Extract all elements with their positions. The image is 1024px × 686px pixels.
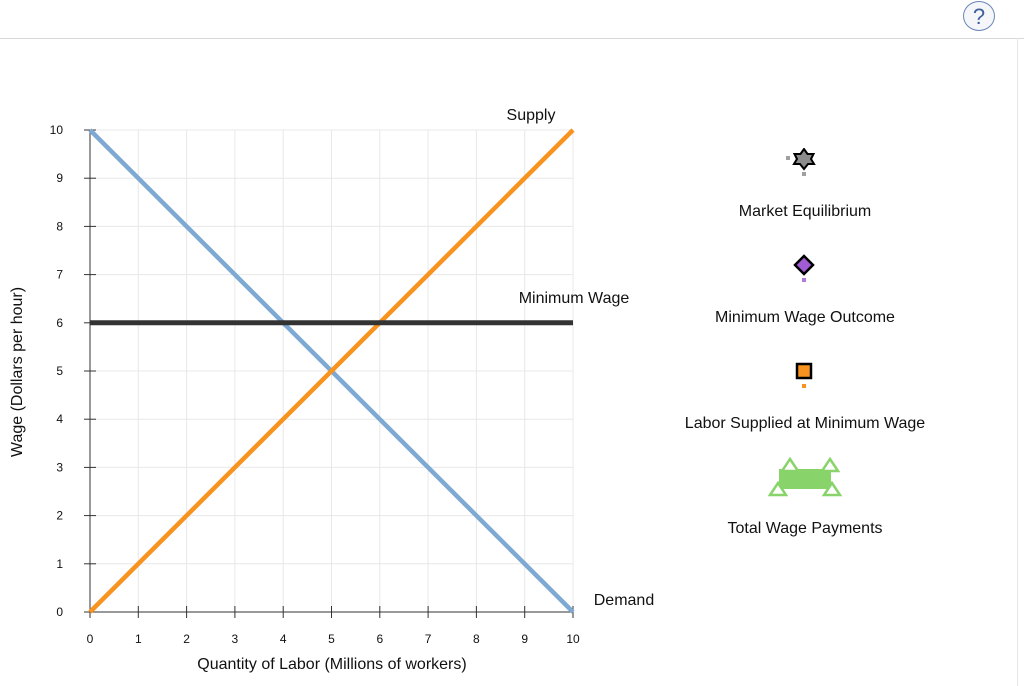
x-tick-label: 10 [566,632,580,646]
diamond-marker-icon[interactable] [792,254,820,286]
y-tick-label: 0 [56,605,63,619]
series-lines [88,128,575,614]
x-tick-label: 4 [280,632,287,646]
legend-label-market-equilibrium: Market Equilibrium [738,203,872,220]
x-tick-label: 2 [183,632,190,646]
square-marker-icon[interactable] [792,360,820,392]
y-tick-label: 8 [56,219,63,233]
y-tick-label: 4 [56,412,63,426]
x-tick-label: 6 [376,632,383,646]
chart-labels: 0 1 2 3 4 5 6 7 8 9 10 0 1 2 3 4 5 6 7 8 9 10 Quantity of Labo… [9,107,654,673]
y-tick-label: 2 [56,509,63,523]
supply-label: Supply [507,107,556,124]
star-marker-icon[interactable] [786,148,822,180]
x-tick-label: 1 [135,632,142,646]
legend-label-total-wage-payments: Total Wage Payments [727,520,883,537]
y-tick-label: 6 [56,316,63,330]
legend-label-minimum-wage-outcome: Minimum Wage Outcome [715,309,895,326]
top-bar [0,0,1024,39]
y-tick-label: 5 [56,364,63,378]
x-tick-label: 5 [328,632,335,646]
x-tick-label: 3 [232,632,239,646]
minimum-wage-label: Minimum Wage [519,290,630,307]
y-tick-label: 1 [56,557,63,571]
supply-line[interactable] [88,128,575,614]
x-tick-label: 7 [425,632,432,646]
polygon-tool-icon[interactable] [764,456,846,498]
x-tick-label: 0 [87,632,94,646]
y-tick-label: 7 [56,268,63,282]
y-axis-label: Wage (Dollars per hour) [9,287,26,457]
x-tick-label: 9 [521,632,528,646]
help-button[interactable]: ? [963,1,995,31]
axes [84,129,574,618]
x-tick-label: 8 [473,632,480,646]
panel-divider [1017,38,1018,686]
gridlines [90,129,574,612]
demand-label: Demand [594,592,654,609]
y-tick-label: 3 [56,460,63,474]
legend-label-labor-supplied: Labor Supplied at Minimum Wage [684,415,926,432]
y-tick-label: 10 [50,123,64,137]
y-tick-label: 9 [56,171,63,185]
x-axis-label: Quantity of Labor (Millions of workers) [197,656,466,673]
